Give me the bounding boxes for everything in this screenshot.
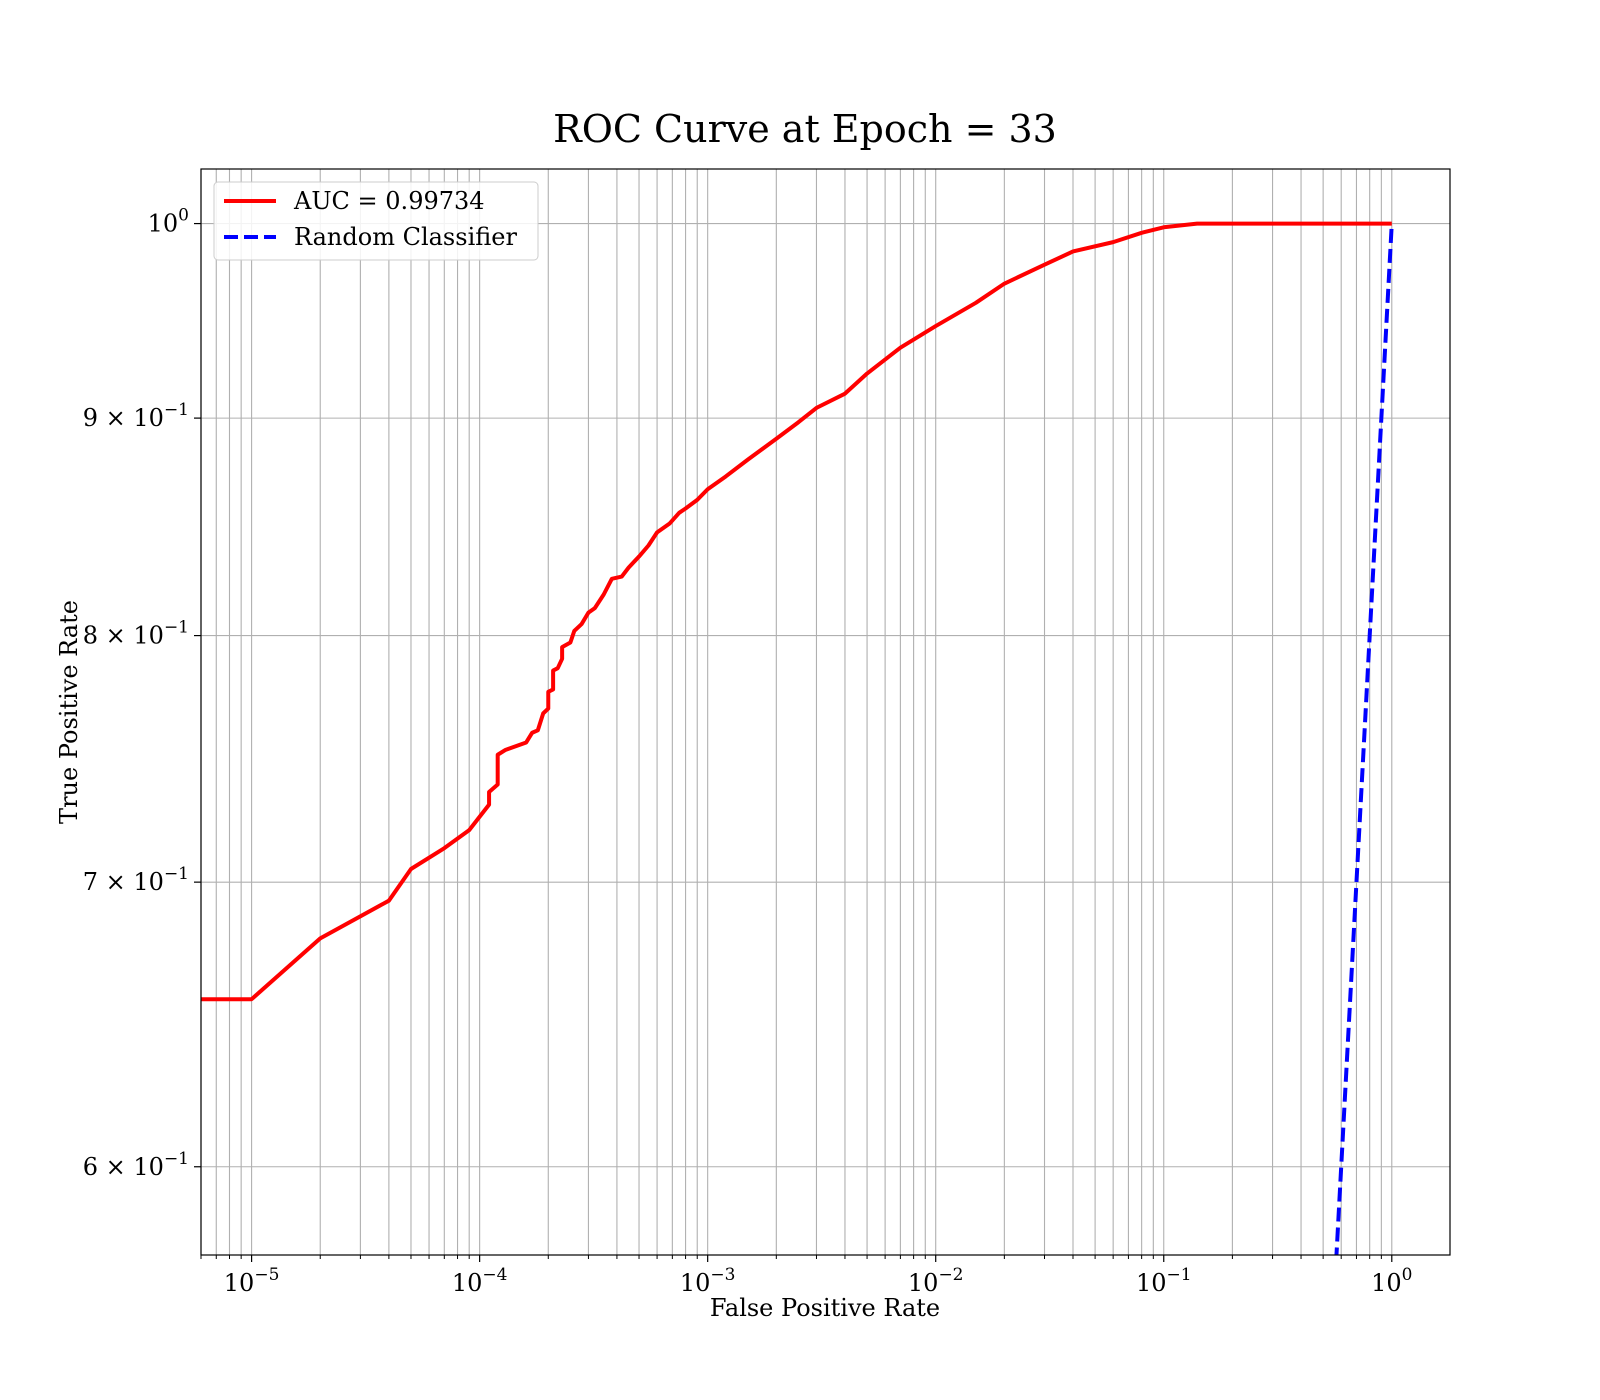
- y-tick-label: 100: [148, 206, 189, 238]
- x-axis-ticks: 10−5 10−4 10−3 10−2 10−1 100: [200, 1255, 1412, 1297]
- y-tick-label: 8 × 10−1: [83, 618, 189, 650]
- random-classifier-line: [1334, 223, 1394, 1255]
- plot-frame: [200, 168, 1451, 1256]
- x-axis-label: False Positive Rate: [710, 1294, 940, 1322]
- grid-lines: [200, 169, 1450, 1255]
- y-tick-label: 7 × 10−1: [83, 864, 189, 896]
- x-tick-label: 10−4: [452, 1265, 508, 1297]
- legend-label-random: Random Classifier: [294, 223, 517, 251]
- y-axis-label: True Positive Rate: [55, 600, 83, 824]
- series-layer: [201, 221, 1394, 1255]
- y-tick-label: 9 × 10−1: [83, 400, 189, 432]
- legend-label-auc: AUC = 0.99734: [293, 187, 485, 215]
- x-tick-label: 10−5: [224, 1265, 280, 1297]
- x-tick-label: 10−2: [908, 1265, 964, 1297]
- roc-curve-line: [201, 221, 1392, 1002]
- chart-title: ROC Curve at Epoch = 33: [553, 107, 1057, 151]
- y-tick-label: 6 × 10−1: [83, 1149, 189, 1181]
- legend-box: [213, 181, 539, 261]
- legend: AUC = 0.99734 Random Classifier: [213, 181, 539, 261]
- y-axis-ticks: 100 9 × 10−1 8 × 10−1 7 × 10−1 6 × 10−1: [83, 206, 201, 1181]
- x-tick-label: 10−3: [680, 1265, 736, 1297]
- x-tick-label: 100: [1371, 1265, 1412, 1297]
- x-tick-label: 10−1: [1136, 1265, 1192, 1297]
